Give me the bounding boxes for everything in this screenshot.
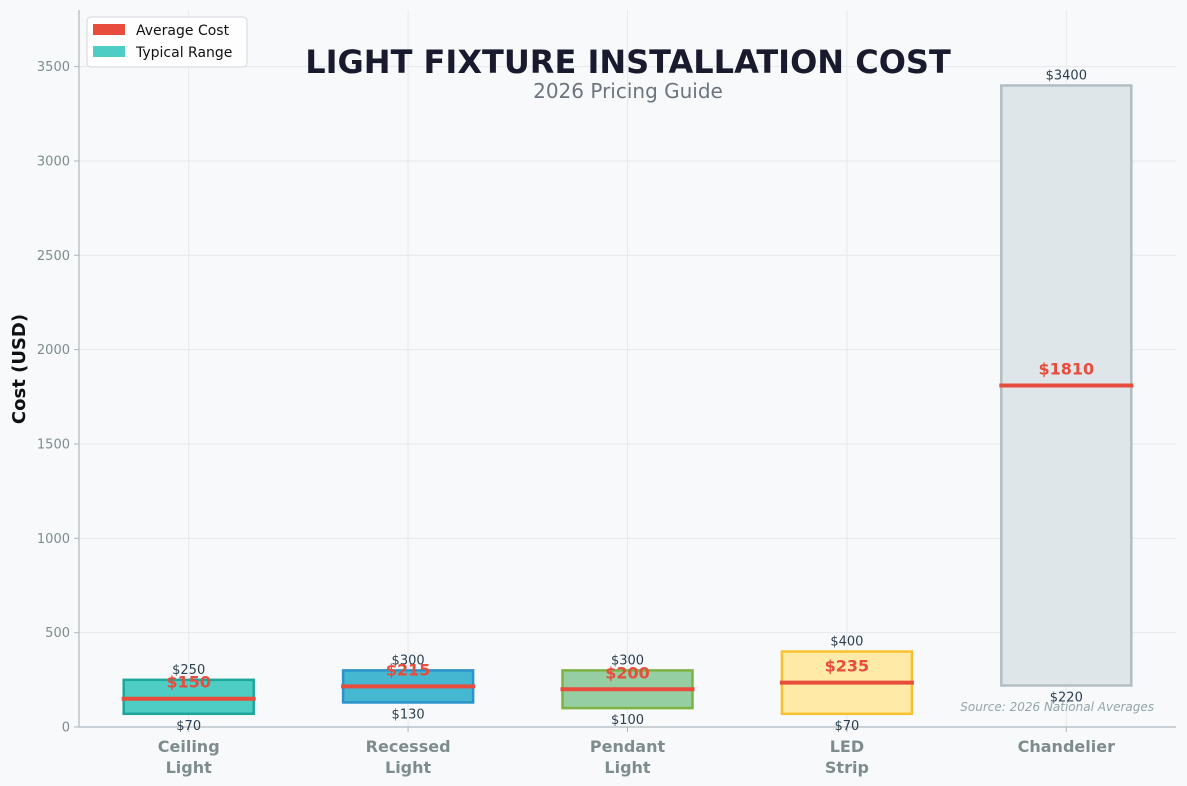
y-axis-label: Cost (USD) [9,314,30,424]
x-tick-label: LED [830,737,864,756]
y-tick-label: 0 [62,721,70,736]
legend-label-range: Typical Range [135,45,232,61]
bars [121,84,1134,716]
x-tick-label: Recessed [366,737,451,756]
x-tick-label: Light [604,758,651,777]
legend-frame [86,16,248,68]
range-low-label: $130 [392,707,425,722]
average-label: $150 [166,673,211,692]
y-tick-label: 3000 [37,154,70,169]
average-label: $200 [605,663,650,682]
x-tick-label: Strip [825,758,869,777]
range-low-label: $70 [834,719,859,734]
average-label: $235 [825,657,870,676]
legend-label-average: Average Cost [136,23,230,39]
x-tick-label: Chandelier [1018,737,1115,756]
y-tick-label: 2000 [37,343,70,358]
y-tick-label: 1500 [37,437,70,452]
range-high-label: $300 [392,653,425,668]
source-note: Source: 2026 National Averages [960,700,1154,714]
legend: Average Cost Typical Range [86,16,248,68]
chart-title: LIGHT FIXTURE INSTALLATION COST [305,43,951,81]
labels: $250$70$150$300$130$215 $300$100$200$400$… [166,68,1094,733]
legend-swatch-average [93,24,125,35]
range-low-label: $220 [1050,690,1083,705]
average-label: $215 [386,660,431,679]
x-tick-label: Light [166,758,213,777]
chart-subtitle: 2026 Pricing Guide [533,79,723,103]
y-tick-label: 2500 [37,249,70,264]
x-tick-label: Pendant [590,737,666,756]
legend-swatch-range [93,46,125,57]
y-tick-label: 500 [45,626,70,641]
range-high-label: $300 [611,653,644,668]
y-tick-label: 3500 [37,60,70,75]
range-high-label: $250 [172,663,205,678]
y-tick-label: 1000 [37,532,70,547]
range-low-label: $100 [611,713,644,728]
axes: 0 500 1000 1500 2000 2500 3000 3500 Ceiling Light… [37,10,1176,777]
range-high-label: $400 [830,635,863,650]
x-tick-label: Light [385,758,432,777]
x-tick-label: Ceiling [158,737,220,756]
average-label: $1810 [1038,359,1094,378]
range-low-label: $70 [176,719,201,734]
range-high-label: $3400 [1046,68,1087,83]
